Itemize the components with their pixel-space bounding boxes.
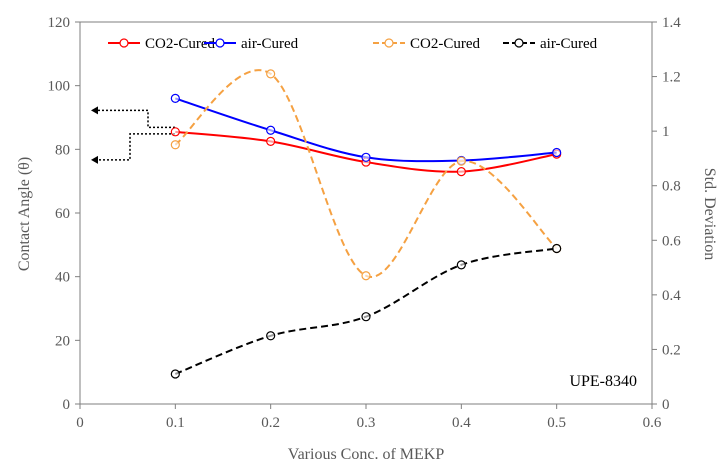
y-tick-label: 20 — [55, 333, 70, 349]
indicator-arrow-line — [98, 109, 175, 129]
data-point — [266, 331, 276, 341]
series-layer — [170, 69, 562, 379]
data-point — [170, 369, 180, 379]
y-tick-label: 60 — [55, 206, 70, 222]
legend-label: air-Cured — [540, 36, 598, 52]
legend-label: air-Cured — [241, 36, 299, 52]
legend-marker — [514, 38, 524, 48]
y-tick-label: 40 — [55, 270, 70, 286]
data-point — [552, 243, 562, 254]
x-tick-label: 0.6 — [643, 415, 662, 431]
data-point — [170, 93, 180, 104]
y2-tick-label: 0.6 — [662, 233, 681, 249]
y-axis-title: Contact Angle (θ) — [16, 157, 33, 271]
data-point — [361, 152, 371, 162]
y-tick-label: 120 — [48, 15, 71, 31]
y2-tick-label: 0.2 — [662, 342, 681, 358]
series-2 — [170, 93, 562, 166]
y2-tick-label: 0.8 — [662, 179, 681, 195]
axes: 0 0.1 0.2 0.3 0.4 0.5 0.602040608010012000.20.… — [48, 15, 682, 431]
legend-marker — [215, 38, 225, 48]
legend-item: CO2-Cured — [108, 36, 215, 52]
plot-frame — [79, 21, 653, 405]
x-tick-label: 0 — [76, 415, 84, 431]
y-tick-label: 0 — [63, 397, 71, 413]
x-axis-title: Various Conc. of MEKP — [288, 446, 445, 463]
y2-tick-label: 0.4 — [662, 288, 681, 304]
series-3 — [170, 69, 562, 281]
x-tick-label: 0.5 — [547, 415, 566, 431]
x-tick-label: 0.3 — [357, 415, 376, 431]
x-tick-label: 0.1 — [166, 415, 185, 431]
data-point — [456, 167, 466, 177]
series-1 — [170, 127, 562, 177]
data-point — [456, 156, 466, 166]
indicator-arrow-head — [91, 155, 98, 164]
series-line — [175, 97, 557, 163]
data-point — [456, 260, 466, 270]
data-point — [361, 312, 371, 322]
y2-tick-label: 1.2 — [662, 70, 681, 86]
legend-label: CO2-Cured — [145, 36, 215, 52]
x-tick-label: 0.4 — [452, 415, 471, 431]
y2-axis-title: Std. Deviation — [701, 168, 718, 260]
legend: CO2-Cured air-Cured CO2-Cured air-Cured — [108, 36, 598, 52]
y-tick-label: 80 — [55, 142, 70, 158]
indicator-arrow-head — [91, 106, 98, 115]
legend-item: CO2-Cured — [373, 36, 480, 52]
chart-annotation: UPE-8340 — [569, 373, 637, 390]
legend-label: CO2-Cured — [410, 36, 480, 52]
legend-item: air-Cured — [503, 36, 598, 52]
data-point — [170, 140, 180, 150]
axis-indicator-arrows — [91, 106, 175, 164]
y2-tick-label: 1 — [662, 124, 670, 140]
series-line — [174, 69, 558, 278]
legend-item: air-Cured — [204, 36, 299, 52]
data-point — [552, 147, 562, 158]
legend-marker — [119, 38, 129, 48]
y-tick-label: 100 — [48, 79, 71, 95]
indicator-arrow-line — [98, 133, 175, 161]
series-line — [174, 247, 557, 375]
x-tick-label: 0.2 — [261, 415, 280, 431]
series-4 — [170, 243, 562, 379]
y2-tick-label: 1.4 — [662, 15, 681, 31]
data-point — [266, 125, 276, 135]
data-point — [266, 136, 276, 146]
data-point — [361, 271, 371, 281]
data-point — [266, 69, 276, 79]
data-point — [170, 127, 180, 137]
legend-marker — [384, 38, 394, 48]
y2-tick-label: 0 — [662, 397, 670, 413]
